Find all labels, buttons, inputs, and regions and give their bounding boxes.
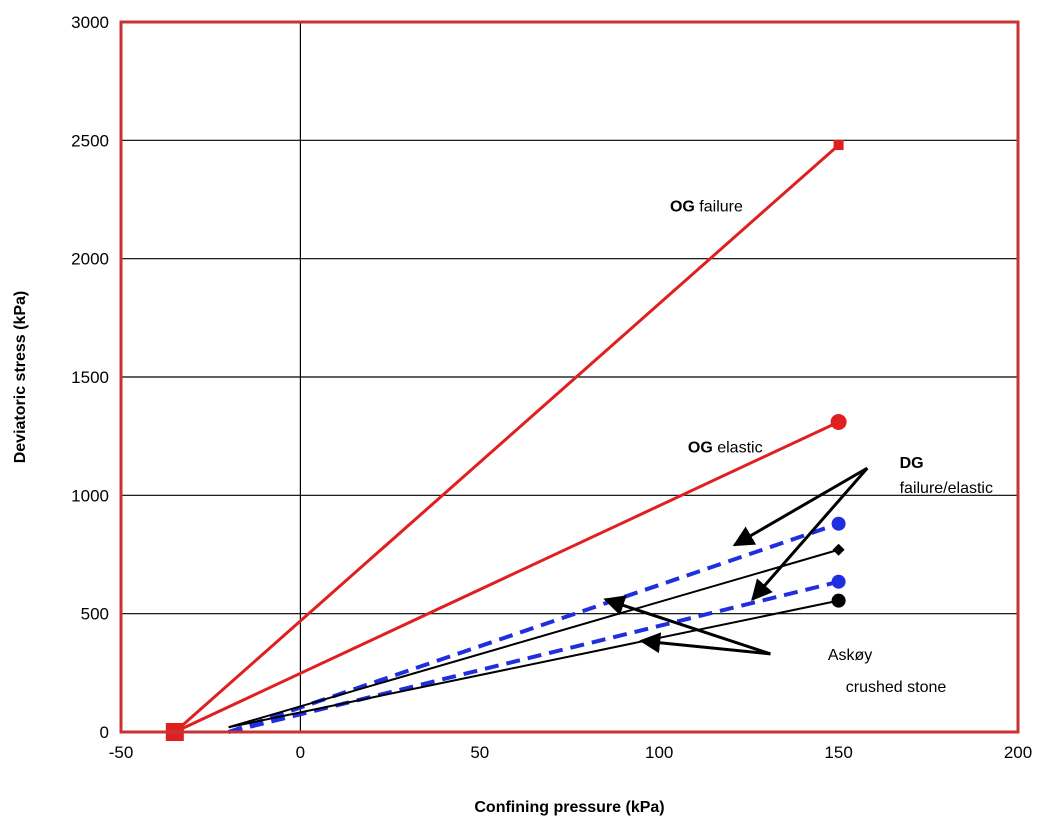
series-end-marker (832, 543, 845, 556)
annotation-dg_line1: DG (900, 455, 924, 472)
x-tick-label: 150 (824, 743, 852, 762)
x-tick-label: 100 (645, 743, 673, 762)
series-end-marker (833, 140, 844, 151)
y-tick-label: 2500 (71, 131, 109, 150)
annotation-dg_line2: failure/elastic (900, 480, 993, 497)
gridlines (121, 139, 1018, 615)
x-tick-label: 0 (296, 743, 305, 762)
y-tick-label: 0 (100, 723, 109, 742)
x-tick-label: -50 (109, 743, 134, 762)
annotation-arrows (603, 466, 869, 656)
y-tick-label: 500 (81, 605, 109, 624)
annotation-askoy_line2: crushed stone (846, 679, 947, 696)
x-axis-ticks: -50 0 50 100 150 200 (109, 743, 1032, 762)
x-axis-title: Confining pressure (kPa) (474, 799, 664, 816)
series-end-marker (831, 574, 846, 589)
series-line-0 (173, 143, 840, 734)
series-line-3 (228, 579, 840, 734)
series-line-1 (174, 420, 840, 734)
x-tick-label: 200 (1004, 743, 1032, 762)
annotation-og_failure: OG failure (670, 198, 743, 215)
annotation-arrow (603, 595, 771, 656)
plot-frame (119, 20, 1020, 734)
y-tick-label: 1500 (71, 368, 109, 387)
annotation-og_elastic: OG elastic (688, 440, 763, 457)
series-line-5 (228, 599, 839, 729)
annotation-arrow (751, 467, 869, 602)
series-line-2 (227, 521, 840, 734)
series-end-marker (831, 516, 846, 531)
series-layer (165, 140, 847, 741)
annotation-askoy_line1: Askøy (828, 647, 872, 664)
series-end-marker (830, 413, 847, 430)
annotation-arrow (639, 632, 771, 656)
y-axis-title: Deviatoric stress (kPa) (12, 291, 29, 464)
y-tick-label: 3000 (71, 13, 109, 32)
annotation-arrow (732, 466, 869, 547)
y-axis-ticks: 0 500 1000 1500 2000 2500 3000 (71, 13, 109, 742)
y-tick-label: 2000 (71, 250, 109, 269)
x-tick-label: 50 (470, 743, 489, 762)
series-line-4 (228, 548, 839, 729)
series-end-marker (831, 593, 846, 608)
annotations: OG failure OG elastic DG failure/elastic Ask… (670, 198, 993, 695)
y-tick-label: 1000 (71, 486, 109, 505)
